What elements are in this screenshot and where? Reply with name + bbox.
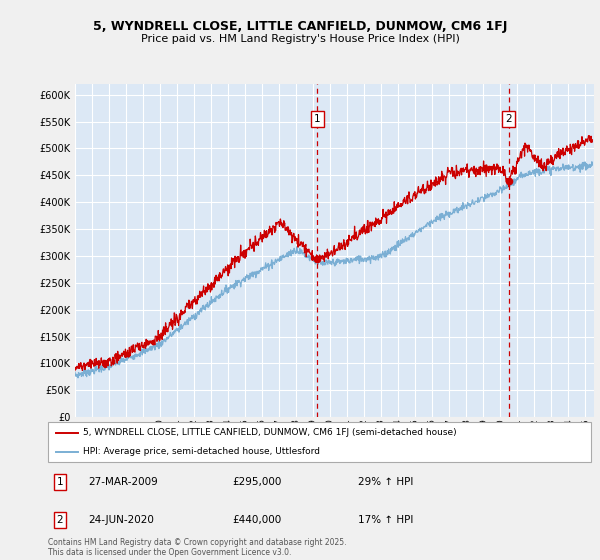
Text: 24-JUN-2020: 24-JUN-2020 <box>89 515 155 525</box>
Text: £295,000: £295,000 <box>233 478 282 487</box>
Text: 17% ↑ HPI: 17% ↑ HPI <box>358 515 413 525</box>
Text: £440,000: £440,000 <box>233 515 282 525</box>
FancyBboxPatch shape <box>48 422 591 462</box>
Text: HPI: Average price, semi-detached house, Uttlesford: HPI: Average price, semi-detached house,… <box>83 447 320 456</box>
Text: 29% ↑ HPI: 29% ↑ HPI <box>358 478 413 487</box>
Text: 2: 2 <box>505 114 512 124</box>
Text: Contains HM Land Registry data © Crown copyright and database right 2025.
This d: Contains HM Land Registry data © Crown c… <box>48 538 347 557</box>
Text: 2: 2 <box>56 515 63 525</box>
Text: Price paid vs. HM Land Registry's House Price Index (HPI): Price paid vs. HM Land Registry's House … <box>140 34 460 44</box>
Text: 5, WYNDRELL CLOSE, LITTLE CANFIELD, DUNMOW, CM6 1FJ: 5, WYNDRELL CLOSE, LITTLE CANFIELD, DUNM… <box>93 20 507 32</box>
Text: 1: 1 <box>314 114 320 124</box>
Text: 5, WYNDRELL CLOSE, LITTLE CANFIELD, DUNMOW, CM6 1FJ (semi-detached house): 5, WYNDRELL CLOSE, LITTLE CANFIELD, DUNM… <box>83 428 457 437</box>
Text: 27-MAR-2009: 27-MAR-2009 <box>89 478 158 487</box>
Text: 1: 1 <box>56 478 63 487</box>
